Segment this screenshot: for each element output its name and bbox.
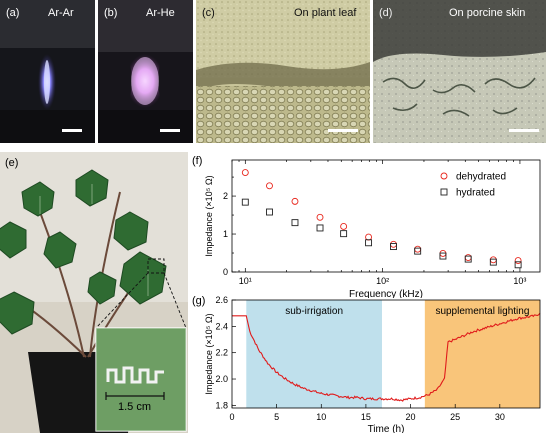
data-point-dehydrated: [464, 254, 472, 262]
data-point-hydrated: [514, 261, 522, 269]
x-tick-label: 10²: [376, 276, 389, 286]
panel-letter: (g): [192, 295, 206, 307]
region-label: supplemental lighting: [435, 306, 529, 317]
data-point-hydrated: [316, 224, 324, 232]
data-point-hydrated: [365, 239, 373, 247]
data-point-hydrated: [390, 243, 397, 251]
panel-title: Ar-Ar: [48, 7, 74, 19]
panel-letter: (a): [6, 7, 20, 19]
data-point-hydrated: [464, 255, 472, 263]
panel-c-photo: (c) On plant leaf: [196, 0, 370, 143]
scale-bar: [62, 129, 82, 132]
data-point-dehydrated: [291, 197, 299, 205]
data-point-hydrated: [489, 258, 497, 266]
y-tick-label: 0: [223, 267, 228, 277]
y-tick-label: 2.0: [215, 374, 228, 384]
panel-title: On plant leaf: [294, 7, 357, 19]
x-tick-label: 30: [495, 412, 505, 422]
inset-scale-label: 1.5 cm: [118, 401, 152, 413]
panel-e-photo: (e) 1.5 cm: [0, 152, 188, 433]
y-axis-label: Impedance (×10⁵ Ω): [204, 313, 214, 394]
panel-a-photo: (a) Ar-Ar: [0, 0, 95, 143]
data-point-dehydrated: [340, 222, 348, 230]
x-axis-label: Frequency (kHz): [349, 289, 423, 298]
impedance-frequency-chart: 10¹ 10² 10³ 0 1 2 Frequency (kHz) Impedance (×1…: [204, 159, 541, 298]
plant-leaf-image: [196, 0, 370, 143]
scale-bar: [509, 129, 539, 132]
impedance-time-chart: sub-irrigation supplemental lighting 0 5 10 1…: [204, 295, 541, 433]
x-tick-label: 20: [406, 412, 416, 422]
y-axis-label: Impedance (×10⁵ Ω): [204, 175, 214, 256]
porcine-skin-image: [373, 0, 546, 143]
ivy-plant-image: [0, 152, 188, 433]
shaded-region: [246, 300, 382, 408]
legend-marker: [440, 188, 448, 196]
data-point-hydrated: [291, 219, 299, 227]
panel-letter: (b): [104, 7, 118, 19]
y-tick-label: 1: [223, 229, 228, 239]
impedance-trace: [232, 312, 541, 402]
data-point-dehydrated: [414, 245, 422, 253]
plasma-ar-he-image: [98, 0, 193, 143]
x-tick-label: 0: [229, 412, 234, 422]
panel-title: On porcine skin: [449, 7, 526, 19]
x-tick-label: 15: [361, 412, 371, 422]
data-point-hydrated: [266, 208, 273, 216]
data-point-dehydrated: [489, 256, 497, 264]
x-axis-label: Time (h): [368, 424, 405, 433]
data-point-dehydrated: [316, 213, 324, 221]
legend-label: hydrated: [456, 188, 495, 199]
plot-frame: [231, 299, 541, 409]
legend-marker: [440, 172, 448, 180]
y-tick-label: 2.4: [215, 321, 228, 331]
y-tick-label: 2.2: [215, 348, 228, 358]
data-point-dehydrated: [390, 240, 397, 248]
x-tick-label: 10: [316, 412, 326, 422]
panel-letter: (e): [5, 157, 19, 169]
x-tick-label: 5: [274, 412, 279, 422]
data-point-hydrated: [439, 252, 447, 260]
panel-b-photo: (b) Ar-He: [98, 0, 193, 143]
region-label: sub-irrigation: [285, 306, 343, 317]
data-point-dehydrated: [514, 257, 522, 265]
scale-bar: [328, 129, 358, 132]
y-tick-label: 2.6: [215, 295, 228, 305]
x-tick-label: 10³: [513, 276, 526, 286]
scale-bar: [160, 129, 180, 132]
x-tick-label: 25: [450, 412, 460, 422]
panel-title: Ar-He: [146, 7, 175, 19]
data-point-dehydrated: [365, 233, 373, 241]
data-point-hydrated: [340, 230, 348, 238]
data-point-dehydrated: [266, 182, 273, 190]
data-point-hydrated: [414, 247, 422, 255]
x-tick-label: 10¹: [239, 276, 252, 286]
sensor-trace: [106, 366, 164, 384]
plasma-ar-ar-image: [0, 0, 95, 143]
y-tick-label: 2: [223, 191, 228, 201]
data-point-dehydrated: [241, 169, 249, 176]
panel-letter: (d): [379, 7, 393, 19]
data-point-hydrated: [241, 198, 249, 206]
panel-letter: (c): [202, 7, 215, 19]
y-tick-label: 1.8: [215, 400, 228, 410]
plot-frame: [231, 159, 541, 273]
legend-label: dehydrated: [456, 172, 506, 183]
panel-d-photo: (d) On porcine skin: [373, 0, 546, 143]
panel-letter: (f): [192, 155, 203, 167]
